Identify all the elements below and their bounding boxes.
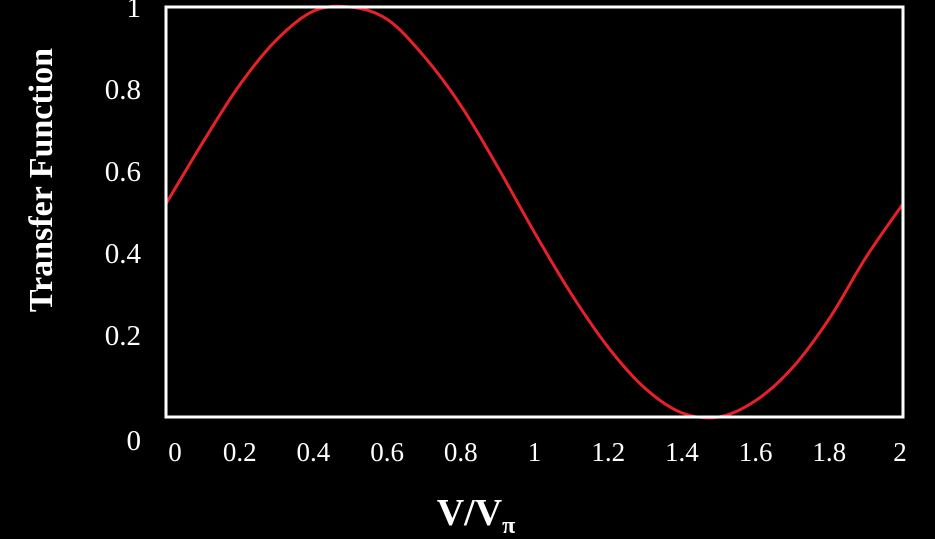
plot-frame [164, 5, 905, 419]
y-tick-labels: 0 0.2 0.4 0.6 0.8 1 [105, 0, 142, 457]
x-tick-label: 0 [168, 437, 182, 467]
x-tick-label: 2 [893, 437, 907, 467]
x-tick-label: 1 [528, 437, 542, 467]
x-tick-label: 0.2 [223, 437, 257, 467]
x-tick-label: 1.2 [591, 437, 625, 467]
y-tick-label: 0.2 [105, 320, 141, 352]
y-tick-label: 0.4 [105, 238, 142, 270]
x-tick-label: 1.4 [665, 437, 699, 467]
series-line-0 [164, 4, 905, 420]
y-tick-label: 0.8 [105, 74, 141, 106]
plot-area [164, 4, 905, 420]
x-axis-title: V/Vπ [437, 492, 516, 539]
x-tick-label: 0.6 [370, 437, 404, 467]
x-axis-title-subscript: π [502, 513, 515, 539]
x-tick-label: 0.4 [297, 437, 331, 467]
y-tick-label: 1 [127, 0, 142, 24]
y-axis-title: Transfer Function [23, 48, 60, 312]
x-tick-label: 1.6 [739, 437, 773, 467]
y-tick-label: 0.6 [105, 156, 141, 188]
x-tick-label: 1.8 [812, 437, 846, 467]
x-tick-labels: 0 0.2 0.4 0.6 0.8 1 1.2 1.4 1.6 1.8 2 [168, 437, 907, 467]
x-axis-title-main: V/V [437, 492, 503, 534]
y-tick-label: 0 [127, 425, 142, 457]
x-tick-label: 0.8 [444, 437, 478, 467]
